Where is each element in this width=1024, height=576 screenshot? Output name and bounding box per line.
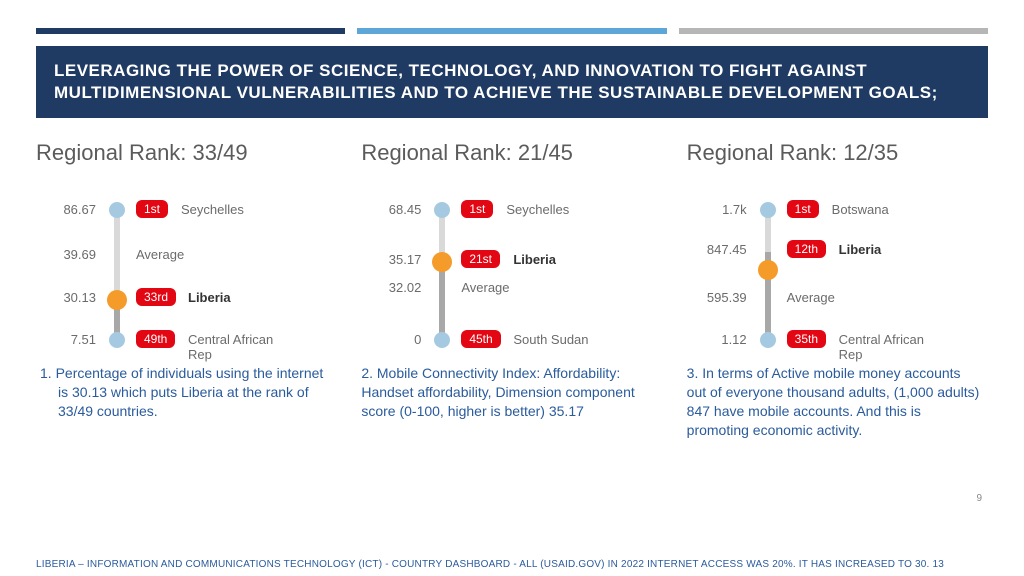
value-label: 1.12 (691, 332, 747, 347)
col-1: Regional Rank: 33/49 86.67 1st Seychelles 3… (36, 126, 337, 440)
col-2: Regional Rank: 21/45 68.45 1st Seychelles 3… (361, 126, 662, 440)
chart-dot (434, 202, 450, 218)
value-label: 32.02 (365, 280, 421, 295)
rank-badge: 35th (787, 330, 826, 348)
top-accent-bars (0, 0, 1024, 34)
point-name: Botswana (832, 202, 889, 217)
chart-dot (107, 290, 127, 310)
value-label: 35.17 (365, 252, 421, 267)
value-label: 30.13 (40, 290, 96, 305)
chart-dot (760, 332, 776, 348)
chart-1: 86.67 1st Seychelles 39.69 Average 30.13 33rd L… (36, 194, 296, 364)
page-title: LEVERAGING THE POWER OF SCIENCE, TECHNOL… (36, 46, 988, 118)
rank-badge: 12th (787, 240, 826, 258)
chart-dot (109, 332, 125, 348)
value-label: 595.39 (691, 290, 747, 305)
chart-3: 1.7k 1st Botswana 847.45 12th Liberia 595.39 Av… (687, 194, 947, 364)
chart-dot (432, 252, 452, 272)
chart-dot (758, 260, 778, 280)
value-label: 68.45 (365, 202, 421, 217)
chart-2: 68.45 1st Seychelles 35.17 21st Liberia 32.02 A… (361, 194, 621, 364)
point-name: Average (461, 280, 509, 295)
value-label: 847.45 (691, 242, 747, 257)
point-name: South Sudan (513, 332, 588, 347)
value-label: 39.69 (40, 247, 96, 262)
bar-1 (36, 28, 345, 34)
value-label: 7.51 (40, 332, 96, 347)
caption-3: 3. In terms of Active mobile money accou… (687, 364, 988, 440)
point-name: Central African Rep (839, 332, 947, 362)
caption-1: 1. Percentage of individuals using the i… (36, 364, 337, 421)
bar-2 (357, 28, 666, 34)
point-name: Seychelles (181, 202, 244, 217)
region-rank-2: Regional Rank: 21/45 (361, 140, 662, 166)
point-name: Average (787, 290, 835, 305)
point-name: Liberia (188, 290, 231, 305)
chart-dot (760, 202, 776, 218)
point-name: Central African Rep (188, 332, 296, 362)
rank-badge: 1st (461, 200, 493, 218)
columns: Regional Rank: 33/49 86.67 1st Seychelles 3… (0, 118, 1024, 440)
col-3: Regional Rank: 12/35 1.7k 1st Botswana 847.… (687, 126, 988, 440)
region-rank-1: Regional Rank: 33/49 (36, 140, 337, 166)
rank-badge: 45th (461, 330, 500, 348)
point-name: Seychelles (506, 202, 569, 217)
chart-dot (109, 202, 125, 218)
rank-badge: 1st (787, 200, 819, 218)
value-label: 1.7k (691, 202, 747, 217)
rank-badge: 33rd (136, 288, 176, 306)
rank-badge: 1st (136, 200, 168, 218)
point-name: Liberia (839, 242, 882, 257)
point-name: Liberia (513, 252, 556, 267)
chart-dot (434, 332, 450, 348)
point-name: Average (136, 247, 184, 262)
footer-text: LIBERIA – INFORMATION AND COMMUNICATIONS… (36, 559, 988, 570)
rank-badge: 49th (136, 330, 175, 348)
bar-3 (679, 28, 988, 34)
rank-badge: 21st (461, 250, 500, 268)
caption-2: 2. Mobile Connectivity Index: Affordabil… (361, 364, 662, 421)
page-number: 9 (976, 493, 982, 504)
value-label: 86.67 (40, 202, 96, 217)
value-label: 0 (365, 332, 421, 347)
region-rank-3: Regional Rank: 12/35 (687, 140, 988, 166)
